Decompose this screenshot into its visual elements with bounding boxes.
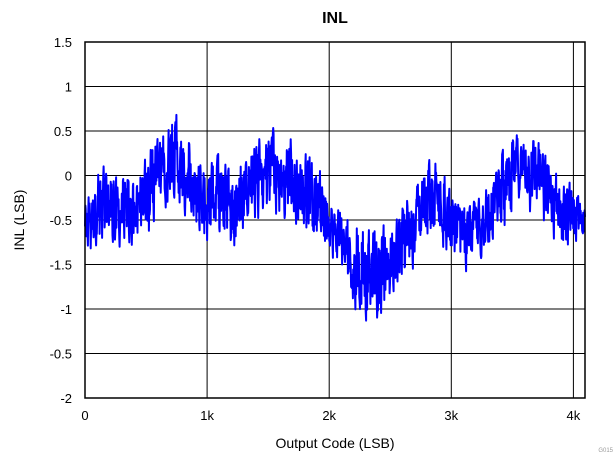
x-tick-label: 3k: [444, 408, 458, 423]
y-tick-labels: -2 -0.5 -1 -1.5 -0.5 0 0.5 1 1.5: [50, 35, 72, 406]
x-tick-labels: 0 1k 2k 3k 4k: [81, 408, 580, 423]
x-tick-label: 0: [81, 408, 88, 423]
y-tick-label: -1.5: [50, 258, 72, 273]
y-tick-label: 0: [65, 169, 72, 184]
x-tick-label: 4k: [567, 408, 581, 423]
y-tick-label: 1: [65, 80, 72, 95]
x-tick-label: 1k: [200, 408, 214, 423]
figure-code-tag: G015: [598, 448, 613, 454]
y-tick-label: -1: [60, 302, 72, 317]
y-tick-label: 1.5: [54, 35, 72, 50]
y-tick-label: -0.5: [50, 213, 72, 228]
data-series: [84, 113, 586, 322]
y-axis-label: INL (LSB): [11, 190, 27, 251]
y-tick-label: -2: [60, 391, 72, 406]
inl-trace: [84, 113, 586, 322]
plot-frame: [84, 41, 586, 399]
chart-title: INL: [322, 10, 348, 27]
x-axis-label: Output Code (LSB): [275, 435, 394, 451]
x-tick-label: 2k: [322, 408, 336, 423]
y-tick-label: -0.5: [50, 347, 72, 362]
y-tick-label: 0.5: [54, 124, 72, 139]
